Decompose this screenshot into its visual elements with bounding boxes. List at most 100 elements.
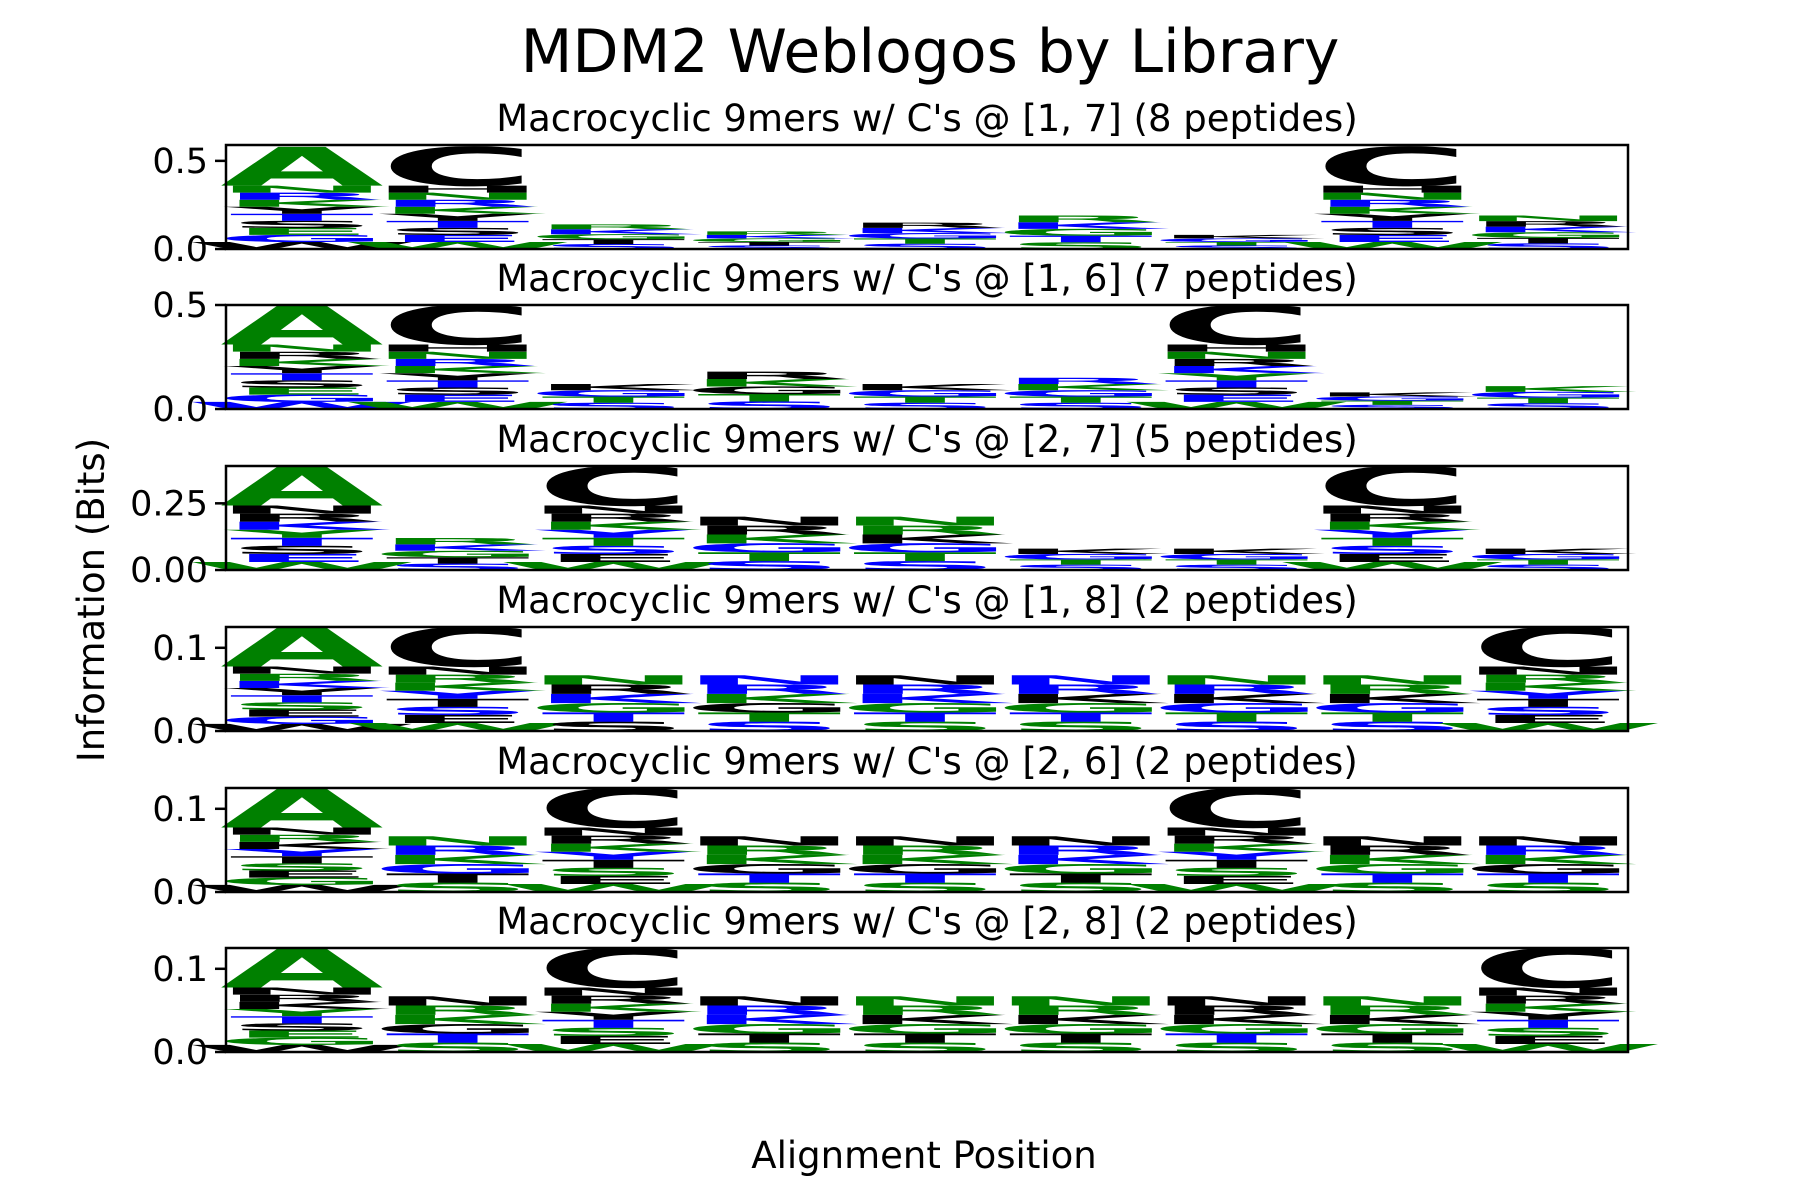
logo-letter: G [838, 701, 1011, 716]
logo-letter: E [1164, 874, 1308, 887]
logo-letter: T [386, 697, 530, 710]
logo-letter: W [341, 240, 574, 251]
logo-letter: K [1311, 391, 1482, 398]
logo-letter: K [999, 382, 1170, 392]
logo-letter: R [688, 843, 851, 858]
logo-letter: R [1311, 1003, 1474, 1018]
logo-letter: K [1155, 234, 1326, 240]
logo-letter: S [849, 401, 1001, 411]
logo-letter: N [837, 834, 1014, 849]
logo-letter: G [683, 1022, 856, 1037]
logo-letter: S [226, 378, 378, 389]
logo-letter: S [1161, 563, 1313, 572]
logo-letter: E [541, 874, 685, 887]
logo-letter: T [1320, 1031, 1464, 1046]
logo-letter: T [1320, 400, 1464, 407]
logo-letter: E [1320, 233, 1464, 244]
logo-letter: R [532, 833, 695, 846]
logo-letter: T [1165, 558, 1309, 567]
logo-letter: R [1155, 357, 1318, 368]
logo-letter: N [214, 503, 391, 516]
logo-letter: K [843, 532, 1014, 546]
logo-letter: E [386, 233, 530, 244]
logo-letter: G [1461, 862, 1634, 877]
logo-letter: S [1161, 866, 1313, 879]
logo-letter: R [376, 536, 539, 546]
logo-letter: R [376, 198, 539, 209]
logo-letter: G [838, 1022, 1011, 1037]
logo-letter: K [1311, 852, 1482, 867]
logo-letter: S [1316, 544, 1468, 557]
logo-letter: S [226, 861, 378, 872]
logo-letter: H [1304, 184, 1481, 195]
logo-letter: G [215, 1036, 388, 1047]
logo-letter: R [1311, 843, 1474, 858]
logo-letter: R [999, 376, 1162, 386]
logo-letter: G [838, 232, 1011, 240]
logo-letter: G [371, 549, 544, 559]
logo-letter: H [369, 184, 546, 195]
logo-letter: R [221, 833, 384, 844]
logo-letter: N [1460, 985, 1637, 998]
logo-letter: R [844, 843, 1007, 858]
logo-letter: S [1161, 386, 1313, 397]
logo-letter: K [1466, 225, 1637, 234]
logo-letter: R [221, 672, 384, 683]
logo-letter: E [230, 226, 374, 237]
logo-letter: G [215, 393, 388, 404]
logo-letter: Y [1469, 1010, 1627, 1023]
logo-letter: Y [223, 1007, 381, 1018]
logo-letter: T [1476, 1018, 1620, 1031]
logo-letter: T [1165, 1031, 1309, 1046]
logo-letter: N [1460, 834, 1637, 849]
logo-letter: K [220, 840, 391, 851]
logo-panel: Macrocyclic 9mers w/ C's @ [2, 6] (2 pep… [152, 740, 1637, 913]
logo-letter: Y [223, 847, 381, 858]
logo-letter: R [1311, 682, 1474, 697]
logo-letter: R [1311, 511, 1474, 524]
logo-letter: R [844, 221, 1007, 229]
logo-letter: G [1306, 862, 1479, 877]
y-tick-label: 0.0 [152, 1033, 208, 1073]
logo-letter: K [376, 1012, 547, 1027]
y-tick-label: 0.1 [152, 629, 208, 669]
logo-letter: Y [223, 205, 381, 216]
logo-letter: S [1005, 563, 1157, 572]
logo-letter: G [1306, 701, 1479, 716]
logo-letter: Y [534, 850, 692, 863]
logo-letter: T [230, 536, 374, 549]
logo-letter: K [999, 691, 1170, 706]
logo-letter: T [1009, 871, 1153, 886]
logo-letter: S [382, 562, 534, 572]
logo-letter: R [1467, 993, 1630, 1006]
logo-letter: E [230, 1029, 374, 1040]
logo-letter: R [221, 350, 384, 361]
logo-letter: R [688, 370, 851, 382]
logo-letter: N [1148, 673, 1325, 688]
logo-letter: S [537, 866, 689, 879]
logo-letter: T [386, 1031, 530, 1046]
logo-letter: G [683, 385, 856, 397]
y-tick-label: 0.00 [130, 551, 208, 591]
logo-letter: R [1000, 214, 1163, 225]
panel-subtitle: Macrocyclic 9mers w/ C's @ [1, 6] (7 pep… [496, 257, 1358, 300]
logo-panel: Macrocyclic 9mers w/ C's @ [1, 7] (8 pep… [152, 97, 1637, 270]
panel-frame [224, 464, 1630, 572]
logo-letter: T [541, 536, 685, 549]
logo-letter: G [1461, 390, 1634, 399]
logo-letter: K [532, 520, 703, 533]
logo-letter: G [994, 862, 1167, 877]
logo-letter: N [214, 665, 391, 676]
logo-letter: N [369, 994, 546, 1009]
logo-letter: K [843, 852, 1014, 867]
